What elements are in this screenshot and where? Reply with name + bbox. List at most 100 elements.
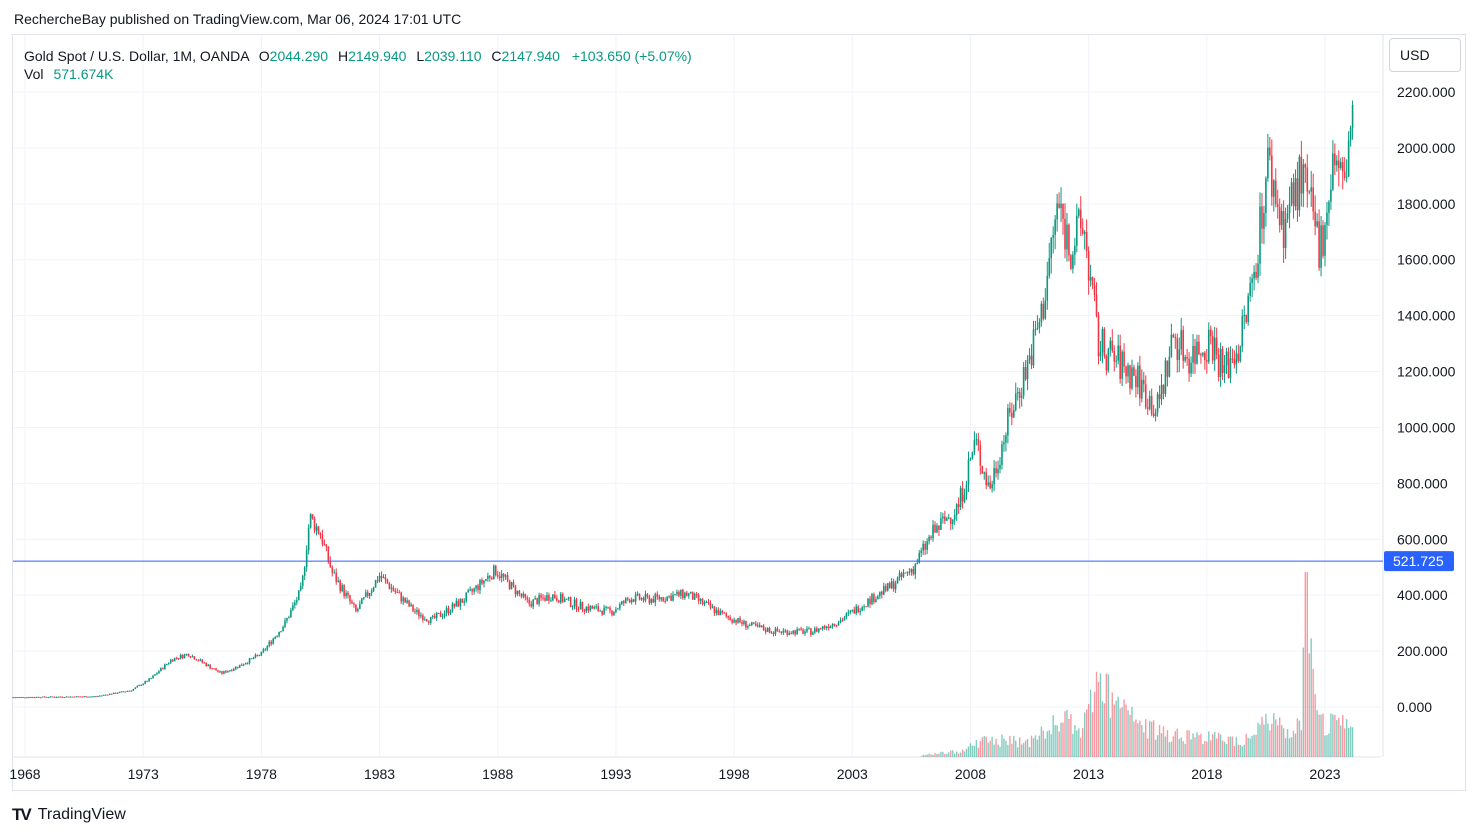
candle-body — [256, 654, 259, 656]
candle-body — [242, 664, 245, 666]
candle-body — [455, 600, 458, 607]
candle-body — [89, 696, 91, 698]
candle-body — [246, 663, 249, 665]
candle-body — [703, 602, 706, 605]
candle-body — [713, 606, 716, 614]
candle-body — [1026, 359, 1029, 380]
candle-body — [1322, 225, 1324, 256]
candle-body — [947, 517, 950, 519]
candle-body — [743, 620, 745, 624]
volume-bar — [1117, 696, 1119, 757]
candle-body — [427, 621, 430, 623]
volume-bar — [1174, 731, 1177, 757]
volume-bar — [959, 752, 962, 757]
candle-body — [166, 663, 168, 665]
volume-bar — [1024, 740, 1027, 757]
candle-body — [940, 518, 942, 530]
candle-body — [433, 615, 436, 619]
volume-bar — [1225, 744, 1228, 757]
volume-bar — [1103, 703, 1106, 757]
candle-body — [1278, 207, 1281, 226]
candle-body — [938, 525, 940, 530]
volume-bar — [930, 754, 932, 757]
candle-body — [104, 694, 107, 696]
candle-body — [1011, 412, 1013, 418]
candle-body — [65, 696, 68, 698]
candle-body — [1326, 212, 1328, 226]
candle-body — [169, 659, 172, 664]
candle-body — [1269, 147, 1271, 156]
candle-body — [902, 572, 905, 577]
candle-body — [701, 598, 704, 605]
candle-body — [900, 573, 903, 577]
candle-body — [1261, 206, 1263, 229]
candle-body — [282, 626, 284, 632]
candle-body — [1306, 167, 1309, 192]
candle-body — [593, 606, 596, 609]
candle-body — [1099, 352, 1102, 357]
tradingview-logo[interactable]: TV TradingView — [12, 805, 126, 825]
candle-body — [995, 468, 997, 474]
candle-body — [382, 577, 385, 579]
x-tick-label: 2023 — [1309, 766, 1340, 782]
candle-body — [231, 670, 233, 672]
candle-body — [181, 654, 184, 658]
candle-body — [114, 692, 117, 694]
candle-body — [1233, 359, 1236, 365]
x-tick-label: 1978 — [246, 766, 277, 782]
candle-body — [886, 583, 889, 591]
volume-bar — [1003, 738, 1005, 757]
candle-body — [546, 595, 548, 601]
candle-body — [317, 526, 320, 534]
candle-body — [254, 654, 257, 659]
candle-body — [1028, 355, 1031, 360]
candle-body — [1168, 356, 1171, 377]
volume-bar — [1292, 730, 1295, 757]
candle-body — [234, 666, 237, 670]
candle-body — [351, 601, 353, 604]
candle-body — [1274, 180, 1277, 205]
candle-body — [12, 697, 14, 699]
candle-body — [343, 585, 345, 597]
candle-body — [1211, 336, 1214, 361]
candle-body — [514, 585, 517, 595]
volume-bar — [1074, 725, 1076, 757]
candle-body — [1213, 337, 1216, 361]
candle-body — [849, 611, 852, 613]
chart-frame[interactable] — [12, 34, 1466, 791]
candle-body — [319, 533, 322, 536]
volume-bar — [946, 753, 948, 757]
candle-body — [1263, 212, 1265, 229]
volume-bar — [1247, 737, 1249, 757]
candle-body — [366, 592, 369, 596]
candle-body — [585, 606, 588, 612]
candle-body — [871, 594, 873, 605]
candle-body — [798, 628, 800, 630]
candle-body — [615, 609, 617, 612]
candle-body — [847, 612, 850, 614]
candle-body — [729, 617, 731, 621]
candle-body — [522, 593, 525, 597]
candle-body — [1300, 156, 1303, 194]
candle-body — [1032, 329, 1035, 366]
candle-body — [790, 633, 793, 635]
candle-body — [24, 697, 26, 699]
volume-bar — [1095, 671, 1098, 757]
candle-body — [213, 668, 215, 670]
candle-body — [431, 615, 434, 617]
volume-bar — [967, 746, 970, 757]
candle-body — [368, 593, 371, 596]
candle-body — [118, 691, 121, 693]
currency-button[interactable]: USD — [1389, 38, 1461, 72]
candle-body — [946, 518, 948, 521]
candle-body — [658, 596, 661, 600]
volume-bar — [1330, 713, 1332, 757]
candle-body — [786, 630, 789, 635]
volume-bar — [1178, 738, 1180, 757]
symbol-title[interactable]: Gold Spot / U.S. Dollar, 1M, OANDA — [24, 48, 249, 64]
candle-body — [904, 572, 907, 574]
volume-bar — [1345, 719, 1348, 757]
volume-bar — [1129, 714, 1131, 757]
volume-bar — [1328, 733, 1330, 757]
